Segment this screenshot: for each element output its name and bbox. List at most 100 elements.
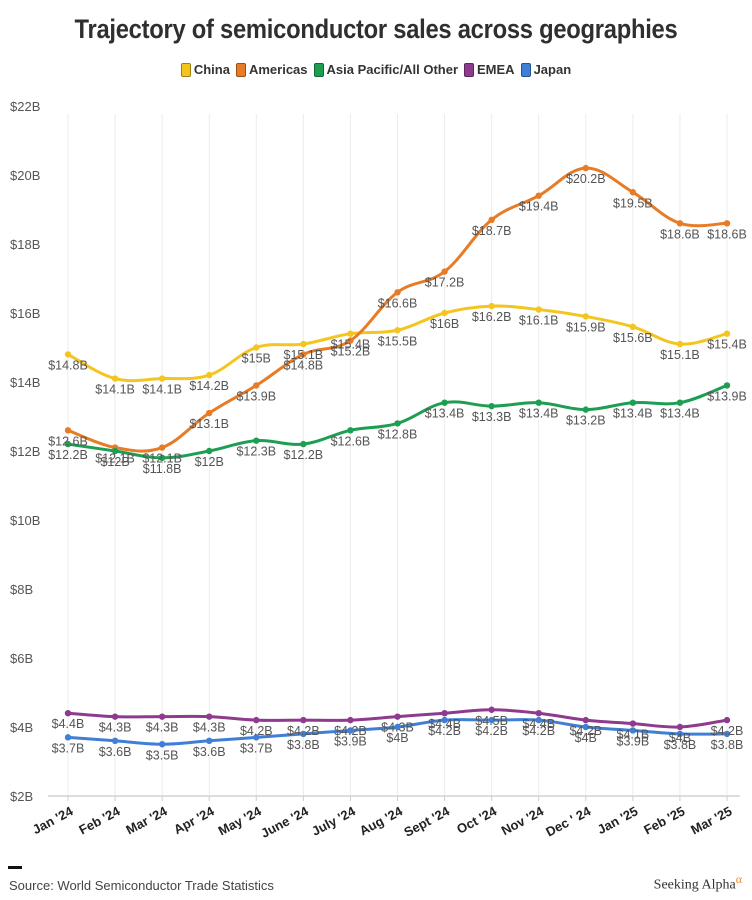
legend-swatch-emea	[464, 62, 475, 77]
data-point-asia-pacific-all-other[interactable]	[535, 399, 542, 406]
data-point-asia-pacific-all-other[interactable]	[253, 437, 260, 444]
x-tick-label: Mar '25	[688, 803, 734, 837]
data-point-americas[interactable]	[158, 444, 166, 451]
data-point-china[interactable]	[64, 351, 72, 358]
data-label-china: $16.1B	[519, 314, 559, 328]
data-point-emea[interactable]	[488, 706, 495, 713]
data-point-asia-pacific-all-other[interactable]	[300, 440, 307, 448]
legend-item-china[interactable]: China	[180, 62, 230, 77]
data-point-americas[interactable]	[64, 427, 72, 434]
x-axis: Jan '24 Feb '24 Mar '24 Apr '24 May '24June …	[30, 796, 734, 841]
data-point-emea[interactable]	[300, 716, 307, 724]
data-point-americas[interactable]	[347, 337, 354, 344]
data-point-japan[interactable]	[488, 716, 495, 724]
data-point-americas[interactable]	[206, 409, 213, 417]
data-label-china: $15.1B	[660, 348, 700, 362]
data-label-emea: $4.3B	[381, 721, 414, 735]
data-point-asia-pacific-all-other[interactable]	[111, 447, 119, 455]
data-point-asia-pacific-all-other[interactable]	[488, 402, 495, 410]
legend-item-emea[interactable]: EMEA	[464, 62, 515, 77]
data-point-japan[interactable]	[253, 734, 260, 741]
data-point-emea[interactable]	[206, 713, 213, 720]
data-point-americas[interactable]	[253, 382, 260, 389]
data-point-asia-pacific-all-other[interactable]	[723, 382, 731, 389]
data-point-japan[interactable]	[676, 730, 684, 738]
data-point-americas[interactable]	[582, 164, 589, 172]
data-label-asia-pacific-all-other: $12B	[100, 455, 129, 469]
data-point-japan[interactable]	[347, 727, 354, 734]
y-tick-label: $12B	[10, 444, 40, 459]
data-label-asia-pacific-all-other: $12.6B	[331, 434, 371, 448]
data-label-emea: $4.5B	[475, 714, 508, 728]
data-point-emea[interactable]	[535, 710, 542, 717]
y-tick-label: $18B	[10, 237, 40, 252]
data-point-asia-pacific-all-other[interactable]	[206, 447, 213, 455]
data-point-china[interactable]	[111, 375, 119, 382]
data-point-americas[interactable]	[629, 189, 637, 196]
data-point-japan[interactable]	[723, 730, 731, 738]
data-point-emea[interactable]	[347, 716, 354, 724]
data-label-china: $14.1B	[142, 383, 182, 397]
data-point-emea[interactable]	[158, 713, 166, 720]
data-point-emea[interactable]	[676, 723, 684, 731]
data-point-asia-pacific-all-other[interactable]	[582, 406, 589, 413]
data-point-asia-pacific-all-other[interactable]	[676, 399, 684, 406]
data-label-asia-pacific-all-other: $13.4B	[519, 407, 559, 421]
data-point-americas[interactable]	[441, 268, 448, 275]
data-point-china[interactable]	[158, 375, 166, 382]
x-tick-label: Feb '24	[76, 803, 123, 837]
legend-swatch-asia-pacific	[313, 62, 324, 77]
legend-swatch-americas	[235, 62, 246, 77]
data-point-japan[interactable]	[158, 741, 166, 748]
legend-item-asia-pacific[interactable]: Asia Pacific/All Other	[313, 62, 458, 77]
data-point-japan[interactable]	[441, 716, 448, 724]
data-point-japan[interactable]	[206, 737, 213, 744]
data-point-japan[interactable]	[64, 734, 72, 741]
data-point-china[interactable]	[253, 344, 260, 351]
data-point-china[interactable]	[394, 327, 401, 334]
data-label-japan: $4B	[386, 731, 408, 745]
data-point-china[interactable]	[300, 340, 307, 348]
legend-label-emea: EMEA	[477, 62, 515, 77]
data-point-china[interactable]	[441, 309, 448, 317]
data-point-japan[interactable]	[394, 723, 401, 731]
data-point-asia-pacific-all-other[interactable]	[347, 427, 354, 434]
data-point-emea[interactable]	[394, 713, 401, 720]
data-point-americas[interactable]	[535, 192, 542, 199]
data-point-china[interactable]	[582, 313, 589, 320]
data-point-americas[interactable]	[394, 289, 401, 296]
data-point-americas[interactable]	[488, 216, 495, 224]
data-point-china[interactable]	[535, 306, 542, 313]
legend-item-americas[interactable]: Americas	[235, 62, 308, 77]
data-point-emea[interactable]	[64, 710, 72, 717]
data-point-emea[interactable]	[253, 716, 260, 724]
data-point-japan[interactable]	[535, 716, 542, 724]
data-point-asia-pacific-all-other[interactable]	[394, 420, 401, 427]
data-point-asia-pacific-all-other[interactable]	[441, 399, 448, 406]
legend-item-japan[interactable]: Japan	[520, 62, 571, 77]
data-point-china[interactable]	[629, 323, 637, 330]
data-label-emea: $4.4B	[52, 717, 85, 731]
data-point-japan[interactable]	[582, 723, 589, 731]
data-point-emea[interactable]	[441, 710, 448, 717]
data-point-china[interactable]	[347, 330, 354, 337]
data-point-americas[interactable]	[300, 351, 307, 358]
data-point-japan[interactable]	[300, 730, 307, 738]
data-point-americas[interactable]	[723, 220, 731, 227]
data-point-emea[interactable]	[629, 720, 637, 727]
data-point-emea[interactable]	[723, 716, 731, 724]
data-point-americas[interactable]	[676, 220, 684, 227]
data-point-china[interactable]	[488, 302, 495, 310]
data-point-china[interactable]	[723, 330, 731, 337]
data-point-japan[interactable]	[111, 737, 119, 744]
data-label-americas: $16.6B	[378, 296, 418, 310]
data-point-asia-pacific-all-other[interactable]	[629, 399, 637, 406]
data-point-emea[interactable]	[582, 716, 589, 724]
data-point-china[interactable]	[676, 340, 684, 348]
data-point-japan[interactable]	[629, 727, 637, 734]
data-point-emea[interactable]	[111, 713, 119, 720]
data-point-china[interactable]	[206, 371, 213, 379]
data-point-asia-pacific-all-other[interactable]	[158, 454, 166, 462]
data-point-asia-pacific-all-other[interactable]	[64, 440, 72, 448]
chart-title: Trajectory of semiconductor sales across…	[74, 14, 678, 44]
